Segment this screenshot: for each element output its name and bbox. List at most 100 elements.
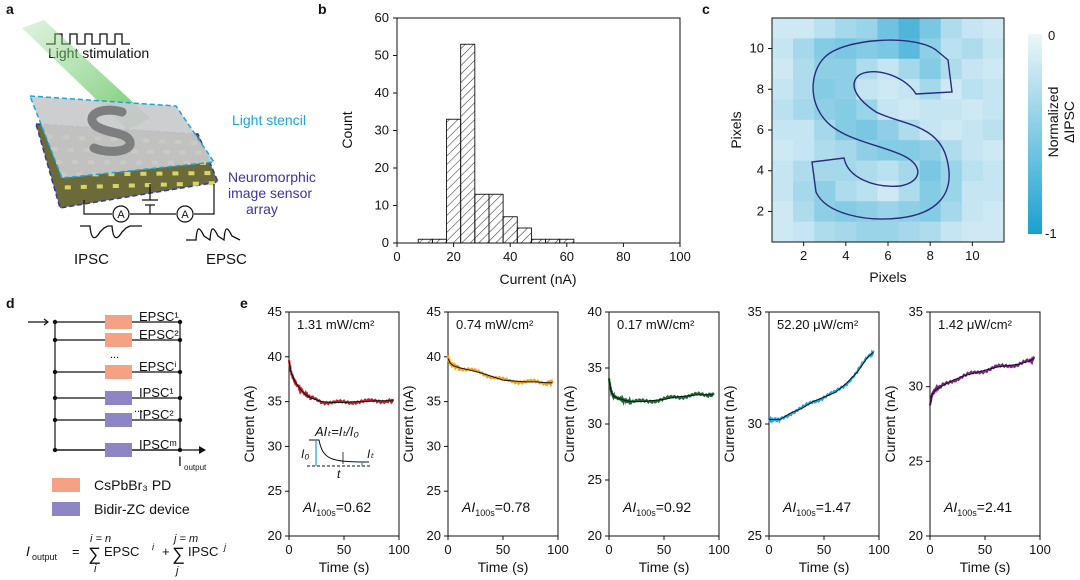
- heatmap-cell: [856, 140, 878, 161]
- heatmap-xtick-label: 6: [884, 248, 891, 263]
- sensor-label-line3: array: [246, 201, 278, 217]
- heatmap-cell: [961, 99, 984, 121]
- heatmap-xtick-label: 10: [965, 248, 979, 263]
- heatmap-cell: [982, 58, 1005, 80]
- heatmap-cell: [940, 18, 963, 39]
- heatmap-axes: 2 4 6 8 10 2 4 6 8 10: [750, 41, 980, 263]
- heatmap-ytick-label: 2: [757, 203, 764, 218]
- heatmap-cell: [793, 38, 815, 60]
- heatmap-cell: [919, 99, 942, 121]
- heatmap-cell: [919, 201, 942, 223]
- heatmap-xtick-label: 8: [927, 248, 934, 263]
- ai-value: =2.41: [977, 499, 1013, 515]
- heatmap-cell: [919, 79, 942, 100]
- legend-pd-label: CsPbBr₃ PD: [94, 477, 171, 493]
- heatmap-cell: [961, 18, 984, 39]
- heatmap-cell: [772, 140, 794, 161]
- plot-ytick-label: 25: [588, 472, 602, 487]
- formula-sum1-bottom: i: [94, 563, 97, 575]
- plot-ytick-label: 35: [588, 360, 602, 375]
- heatmap-cell: [898, 79, 921, 100]
- heatmap-cell: [856, 38, 878, 60]
- heatmap-cell: [772, 38, 794, 60]
- sensor-pixel: [124, 171, 131, 176]
- heatmap-cell: [793, 99, 815, 121]
- heatmap-cell: [856, 160, 878, 182]
- heatmap-cell: [898, 119, 921, 141]
- ai-symbol: AI: [302, 499, 316, 515]
- histogram-bar: [460, 43, 476, 244]
- heatmap-cell: [814, 160, 836, 182]
- sensor-label-line2: image sensor: [228, 185, 312, 201]
- histogram-bar: [530, 238, 547, 244]
- ai-symbol: AI: [943, 499, 957, 515]
- formula-term1: EPSC: [104, 544, 139, 559]
- junction-dot: [177, 447, 183, 453]
- heatmap-cell: [793, 221, 815, 243]
- heatmap-cell: [877, 18, 899, 39]
- sensor-pixel: [112, 183, 119, 188]
- heatmap-cell: [814, 79, 836, 100]
- heatmap-cell: [772, 201, 794, 223]
- heatmap-cells: [772, 18, 1005, 243]
- panel-label-a: a: [6, 1, 14, 17]
- plot-ytick-label: 20: [909, 528, 923, 543]
- heatmap-cell: [898, 58, 921, 80]
- plot-xtick-label: 50: [817, 542, 831, 557]
- plot-xtick-label: 50: [657, 542, 671, 557]
- heatmap-cell: [961, 38, 984, 60]
- intensity-label: 1.31 mW/cm²: [297, 317, 375, 332]
- intensity-label: 1.42 μW/cm²: [938, 317, 1013, 332]
- ai-value-label: AI100s=0.92: [622, 499, 691, 518]
- ammeter-icon-1: [112, 205, 130, 223]
- fit-line: [929, 357, 1035, 405]
- inset-i0-label: I₀: [301, 447, 309, 461]
- plot-ytick-label: 25: [909, 453, 923, 468]
- plot-xlabel: Time (s): [478, 559, 529, 575]
- light-stencil-label: Light stencil: [232, 112, 306, 128]
- plot-ytick-label: 45: [268, 304, 282, 319]
- inset-curve: [309, 439, 370, 463]
- plot-xtick-label: 0: [444, 542, 451, 557]
- junction-dot: [52, 337, 58, 343]
- heatmap-panel-c: 2 4 6 8 10 2 4 6 8 10 Pixels Pixels 0 -1 Normaliz…: [728, 17, 1077, 285]
- colorbar: [1028, 34, 1042, 234]
- device-row-label: EPSC²: [139, 327, 179, 342]
- heatmap-cell: [982, 140, 1005, 161]
- plot-ytick-label: 30: [909, 379, 923, 394]
- ai-definition-inset: AIₜ=Iₜ/I₀ I₀ Iₜ t: [301, 424, 374, 481]
- output-current-sub: output: [184, 463, 207, 472]
- plot-xtick-label: 100: [708, 542, 730, 557]
- heatmap-cell: [982, 119, 1005, 141]
- histogram-ytick-label: 10: [375, 198, 389, 213]
- plot-xlabel: Time (s): [799, 559, 850, 575]
- formula-plus: +: [162, 544, 170, 559]
- formula-lhs: I: [26, 543, 30, 559]
- heatmap-cell: [877, 160, 899, 182]
- zc-device-block: [105, 391, 132, 405]
- panel-d-circuit: EPSC¹ EPSC² EPSCⁱ IPSC¹ IPSC² IPSCᵐ... ... I …: [26, 309, 227, 577]
- junction-dot: [177, 337, 183, 343]
- ai-value: =0.92: [656, 499, 692, 515]
- measured-trace: [767, 349, 875, 425]
- heatmap-cell: [772, 180, 794, 202]
- ai-value-label: AI100s=0.62: [302, 499, 371, 518]
- heatmap-cell: [793, 201, 815, 223]
- fit-line: [288, 361, 394, 403]
- histogram-bar: [502, 216, 518, 244]
- heatmap-cell: [835, 140, 857, 161]
- heatmap-cell: [793, 119, 815, 141]
- ai-value-label: AI100s=0.78: [461, 499, 530, 518]
- measured-trace: [447, 352, 554, 389]
- ai-symbol: AI: [461, 499, 475, 515]
- ammeter-icon-2: [176, 205, 194, 223]
- ai-subscript: 100s: [957, 508, 977, 518]
- sensor-pixel: [140, 171, 147, 176]
- epsc-label: EPSC: [206, 251, 247, 268]
- heatmap-cell: [772, 99, 794, 121]
- heatmap-cell: [898, 99, 921, 121]
- histogram-bar: [417, 238, 433, 244]
- histogram-panel-b: 0 20 40 60 80 100 0 10 20 30 40 50 60 Current (nA) C…: [339, 10, 691, 287]
- formula-sum2-bottom: j: [174, 565, 179, 577]
